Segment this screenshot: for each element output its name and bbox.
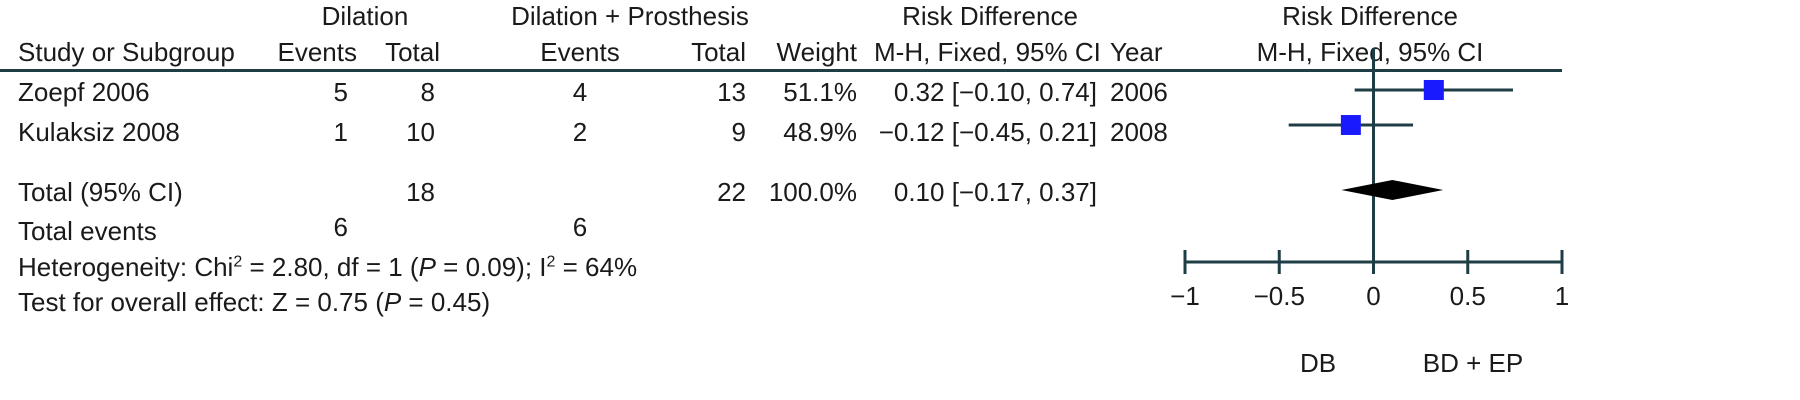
- tick-label: 0: [1366, 281, 1380, 311]
- weight: 51.1%: [783, 77, 857, 107]
- favours-left-label: DB: [1300, 348, 1336, 378]
- header-rule: [0, 69, 1562, 72]
- heterogeneity-text: Heterogeneity: Chi2 = 2.80, df = 1 (P = …: [18, 252, 638, 282]
- risk-difference-ci: −0.12 [−0.45, 0.21]: [878, 117, 1097, 147]
- total-1: 18: [406, 177, 435, 207]
- effect-square: [1340, 115, 1361, 135]
- study-name: Zoepf 2006: [18, 77, 150, 107]
- study-name: Kulaksiz 2008: [18, 117, 180, 147]
- col-total-1: Total: [385, 37, 440, 67]
- events-2: 4: [572, 77, 588, 107]
- risk-difference-ci: 0.32 [−0.10, 0.74]: [893, 77, 1097, 107]
- tick-label: −0.5: [1254, 281, 1305, 311]
- tick-label: 1: [1555, 281, 1569, 311]
- year: 2008: [1110, 117, 1168, 147]
- total-events-label: Total events: [18, 216, 157, 246]
- total-events-1: 6: [333, 212, 348, 242]
- events-1: 5: [333, 77, 348, 107]
- col-events-2: Events: [540, 37, 620, 67]
- favours-right-label: BD + EP: [1423, 348, 1523, 378]
- col-study: Study or Subgroup: [18, 37, 235, 67]
- header-plot-risk-difference: Risk Difference: [1282, 1, 1458, 31]
- col-weight: Weight: [776, 37, 857, 67]
- total-2: 22: [717, 177, 746, 207]
- col-plot-method: M-H, Fixed, 95% CI: [1256, 37, 1484, 67]
- overall-effect-text: Test for overall effect: Z = 0.75 (P = 0…: [18, 287, 491, 317]
- effect-square: [1423, 79, 1444, 101]
- year: 2006: [1110, 77, 1168, 107]
- header-dilation: Dilation: [321, 1, 409, 31]
- col-total-2: Total: [691, 37, 746, 67]
- total-2: 13: [717, 77, 746, 107]
- col-method: M-H, Fixed, 95% CI: [874, 37, 1101, 67]
- pooled-diamond: [1341, 180, 1444, 200]
- weight: 48.9%: [783, 117, 857, 147]
- total-1: 10: [406, 117, 435, 147]
- total-weight: 100.0%: [768, 177, 857, 207]
- total-label: Total (95% CI): [18, 177, 183, 207]
- events-2: 2: [572, 117, 588, 147]
- total-1: 8: [420, 77, 435, 107]
- tick-label: −1: [1170, 281, 1200, 311]
- total-ci: 0.10 [−0.17, 0.37]: [893, 177, 1097, 207]
- header-dilation-prosthesis: Dilation + Prosthesis: [511, 1, 749, 31]
- tick-label: 0.5: [1450, 281, 1486, 311]
- col-events-1: Events: [277, 37, 358, 67]
- col-year: Year: [1110, 37, 1163, 67]
- total-events-2: 6: [572, 212, 588, 242]
- total-2: 9: [731, 117, 746, 147]
- header-risk-difference: Risk Difference: [902, 1, 1078, 31]
- events-1: 1: [333, 117, 348, 147]
